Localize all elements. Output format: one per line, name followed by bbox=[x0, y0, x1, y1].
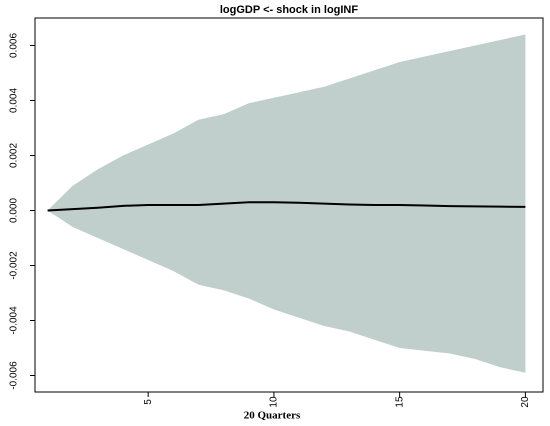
x-axis-label: 20 Quarters bbox=[244, 410, 301, 422]
y-tick-label: 0.006 bbox=[9, 33, 20, 58]
confidence-band bbox=[47, 34, 526, 373]
x-tick-label: 5 bbox=[143, 399, 154, 405]
response-line bbox=[47, 201, 526, 212]
x-tick-label: 10 bbox=[269, 396, 280, 408]
y-tick-label: -0.004 bbox=[9, 306, 20, 335]
plot-frame bbox=[34, 17, 544, 393]
y-tick-label: -0.002 bbox=[9, 251, 20, 280]
y-tick-label: -0.006 bbox=[9, 361, 20, 390]
x-tick-label: 15 bbox=[394, 396, 405, 408]
y-tick-label: 0.002 bbox=[9, 143, 20, 168]
x-tick-label: 20 bbox=[520, 396, 531, 408]
y-tick-label: 0.000 bbox=[9, 198, 20, 223]
chart-title: logGDP <- shock in logINF bbox=[220, 4, 359, 16]
y-tick-label: 0.004 bbox=[9, 88, 20, 113]
